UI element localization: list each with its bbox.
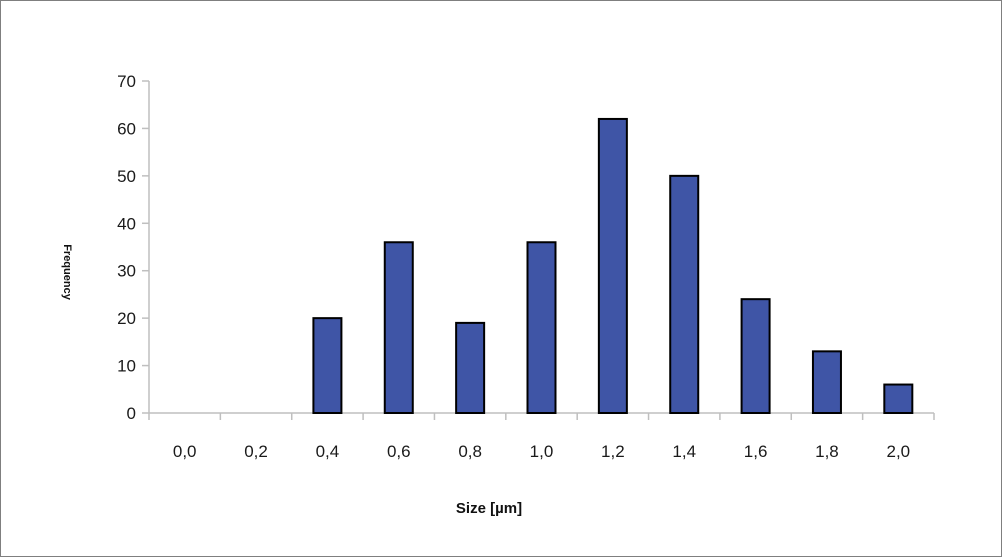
x-tick-label: 0,4 <box>316 442 340 461</box>
bar <box>669 174 700 414</box>
y-tick-label: 40 <box>117 214 136 233</box>
bar <box>526 241 557 414</box>
y-tick-label: 70 <box>117 72 136 91</box>
bar <box>455 321 486 414</box>
y-tick-label: 20 <box>117 309 136 328</box>
bar <box>883 383 914 414</box>
bar <box>740 298 771 414</box>
x-tick-label: 0,6 <box>387 442 411 461</box>
bar-series <box>312 117 914 415</box>
x-tick-label: 0,2 <box>244 442 268 461</box>
x-tick-label: 1,0 <box>530 442 554 461</box>
y-tick-label: 30 <box>117 262 136 281</box>
x-axis-title: Size [µm] <box>456 500 522 517</box>
x-tick-label: 0,8 <box>458 442 482 461</box>
y-axis: 0 10 20 30 40 50 60 70 <box>117 72 150 423</box>
y-tick-label: 60 <box>117 119 136 138</box>
x-tick-label: 2,0 <box>886 442 910 461</box>
x-tick-label: 1,8 <box>815 442 839 461</box>
y-tick-label: 10 <box>117 357 136 376</box>
y-axis-title: Frequency <box>61 244 73 301</box>
y-tick-label: 0 <box>127 404 136 423</box>
bar <box>383 241 414 414</box>
y-tick-label: 50 <box>117 167 136 186</box>
x-axis: 0,0 0,2 0,4 0,6 0,8 1,0 1,2 1,4 1,6 1,8 2,0 <box>148 412 935 461</box>
x-tick-label: 1,2 <box>601 442 625 461</box>
x-tick-label: 0,0 <box>173 442 197 461</box>
x-tick-label: 1,6 <box>744 442 768 461</box>
bar <box>811 350 842 415</box>
x-tick-label: 1,4 <box>672 442 696 461</box>
bar <box>597 117 628 414</box>
bar <box>312 317 343 414</box>
